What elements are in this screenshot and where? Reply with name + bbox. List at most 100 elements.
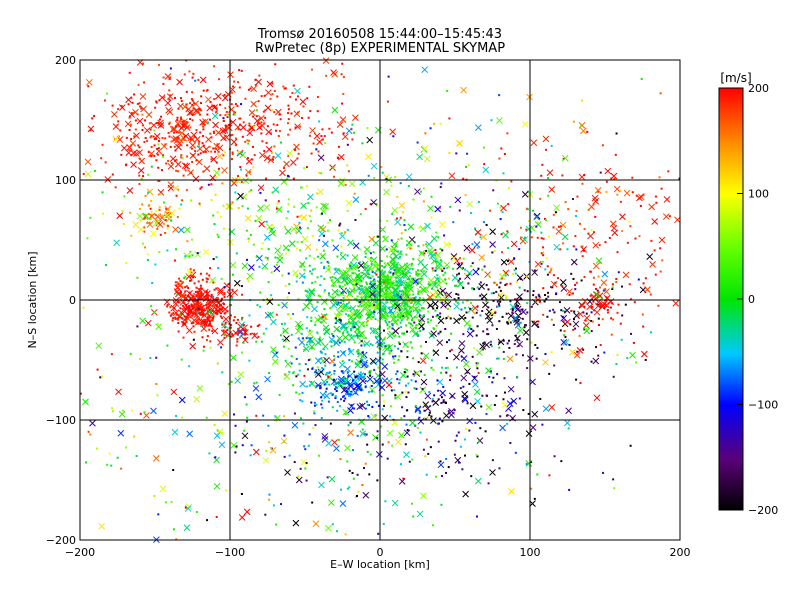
- data-point-cross: [176, 280, 184, 288]
- data-point-dot: [469, 307, 472, 310]
- data-point-cross: [559, 279, 567, 286]
- data-point-cross: [562, 338, 570, 346]
- data-point-dot: [305, 343, 308, 346]
- data-point-dot: [376, 319, 379, 322]
- data-point-dot: [325, 299, 328, 302]
- data-point-dot: [385, 287, 388, 290]
- data-point-dot: [383, 404, 386, 407]
- data-point-dot: [197, 153, 200, 156]
- data-point-dot: [526, 338, 529, 341]
- data-point-dot: [223, 93, 226, 96]
- data-point-dot: [406, 368, 409, 371]
- data-point-dot: [212, 147, 215, 150]
- data-point-dot: [381, 408, 384, 411]
- data-point-dot: [284, 359, 287, 362]
- data-point-dot: [89, 216, 92, 219]
- data-point-dot: [197, 78, 200, 81]
- data-point-cross: [242, 177, 250, 185]
- data-point-dot: [404, 229, 407, 232]
- data-point-dot: [533, 320, 536, 323]
- data-point-dot: [458, 257, 461, 260]
- data-point-dot: [344, 533, 347, 536]
- data-point-dot: [568, 294, 571, 297]
- data-point-dot: [568, 343, 571, 346]
- data-point-cross: [482, 166, 490, 174]
- data-point-dot: [483, 163, 486, 166]
- data-point-dot: [247, 157, 250, 160]
- data-point-cross: [344, 365, 351, 373]
- data-point-cross: [443, 261, 451, 269]
- data-point-dot: [564, 335, 567, 338]
- data-point-dot: [406, 429, 409, 432]
- data-point-cross: [369, 290, 376, 298]
- data-point-dot: [154, 214, 157, 217]
- data-point-dot: [377, 366, 380, 369]
- data-point-cross: [171, 428, 179, 436]
- data-point-cross: [407, 223, 415, 231]
- data-point-dot: [513, 343, 516, 346]
- data-point-cross: [340, 386, 348, 394]
- data-point-dot: [279, 118, 282, 121]
- data-point-dot: [586, 130, 589, 133]
- data-point-dot: [180, 203, 183, 206]
- data-point-cross: [347, 407, 354, 414]
- data-point-cross: [167, 162, 175, 170]
- data-point-dot: [483, 265, 486, 268]
- data-point-cross: [674, 216, 681, 224]
- data-point-cross: [218, 441, 226, 449]
- data-point-dot: [211, 299, 214, 302]
- data-point-dot: [324, 390, 327, 393]
- data-point-dot: [554, 211, 557, 214]
- data-point-dot: [355, 297, 358, 300]
- colorbar-tick-label: 100: [748, 188, 769, 201]
- data-point-dot: [129, 352, 132, 355]
- data-point-dot: [299, 125, 302, 128]
- data-point-dot: [397, 347, 400, 350]
- data-point-dot: [370, 256, 373, 259]
- data-point-dot: [254, 219, 257, 222]
- data-point-dot: [582, 348, 585, 351]
- data-point-dot: [428, 304, 431, 307]
- data-point-dot: [314, 424, 317, 427]
- data-point-dot: [416, 141, 419, 144]
- data-point-dot: [390, 184, 393, 187]
- data-point-dot: [400, 283, 403, 286]
- data-point-dot: [335, 389, 338, 392]
- data-point-dot: [430, 216, 433, 219]
- data-point-dot: [462, 385, 465, 388]
- data-point-dot: [389, 405, 392, 408]
- data-point-dot: [200, 109, 203, 112]
- data-point-dot: [373, 289, 376, 292]
- data-point-dot: [366, 297, 369, 300]
- data-point-dot: [207, 121, 210, 124]
- data-point-dot: [169, 145, 172, 148]
- data-point-dot: [275, 313, 278, 316]
- data-point-dot: [263, 94, 266, 97]
- data-point-dot: [380, 271, 383, 274]
- data-point-cross: [263, 204, 271, 211]
- data-point-dot: [317, 150, 320, 153]
- data-point-dot: [574, 234, 577, 237]
- data-point-cross: [344, 444, 351, 452]
- data-point-cross: [592, 241, 600, 249]
- data-point-dot: [249, 87, 252, 90]
- data-point-dot: [367, 415, 370, 418]
- grid-lines: [80, 60, 680, 540]
- data-point-dot: [249, 332, 252, 335]
- data-point-cross: [195, 293, 203, 301]
- data-point-dot: [206, 519, 209, 522]
- data-point-dot: [337, 351, 340, 354]
- data-point-dot: [287, 133, 290, 136]
- data-point-dot: [336, 157, 339, 160]
- data-point-dot: [122, 222, 125, 225]
- data-point-dot: [196, 322, 199, 325]
- data-point-dot: [165, 162, 168, 165]
- data-point-dot: [384, 319, 387, 322]
- data-point-dot: [411, 262, 414, 265]
- data-point-dot: [438, 417, 441, 420]
- data-point-dot: [323, 289, 326, 292]
- data-point-dot: [169, 94, 172, 97]
- data-point-dot: [256, 325, 259, 328]
- data-point-dot: [502, 172, 505, 175]
- data-point-dot: [174, 125, 177, 128]
